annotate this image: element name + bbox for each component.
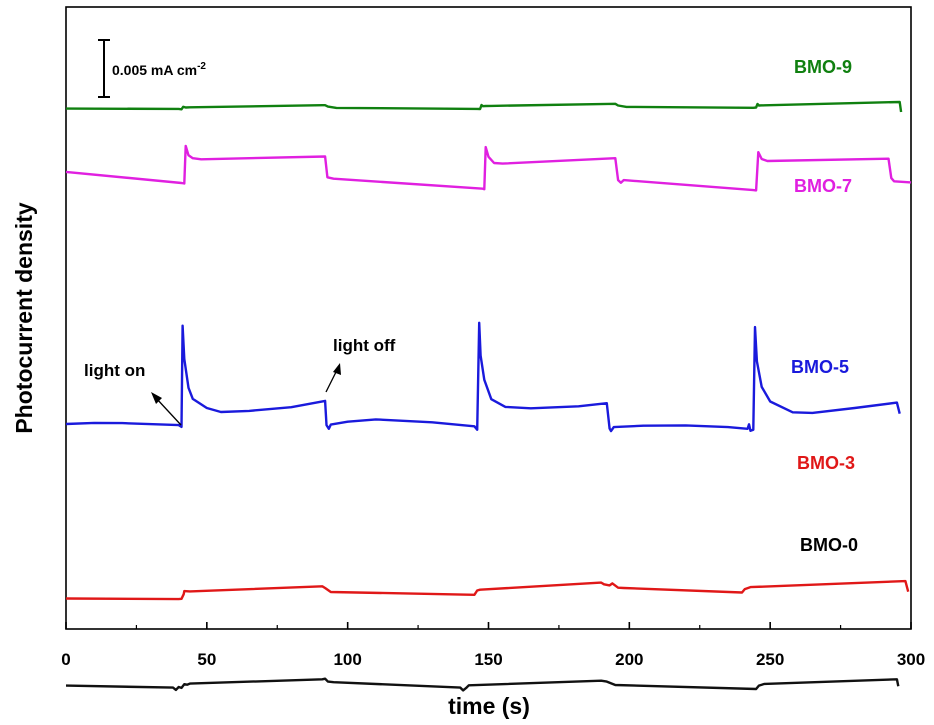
x-tick-label-0: 0 (61, 650, 70, 669)
arrow-light-on (151, 392, 182, 426)
x-tick-label-100: 100 (333, 650, 361, 669)
arrow-light-off (325, 363, 341, 393)
series-line-bmo-7 (65, 144, 912, 192)
series-curves (65, 100, 912, 692)
x-tick-label-150: 150 (474, 650, 502, 669)
series-label-bmo-5: BMO-5 (791, 357, 849, 377)
x-tick-label-250: 250 (756, 650, 784, 669)
x-tick-label-200: 200 (615, 650, 643, 669)
series-label-bmo-9: BMO-9 (794, 57, 852, 77)
scale-bar: 0.005 mA cm-2 (98, 39, 206, 98)
series-line-bmo-5 (65, 321, 901, 433)
series-label-bmo-3: BMO-3 (797, 453, 855, 473)
x-axis-title: time (s) (448, 693, 530, 719)
scale-bar-label: 0.005 mA cm-2 (112, 61, 206, 78)
series-line-bmo-9 (65, 100, 903, 113)
series-label-bmo-7: BMO-7 (794, 176, 852, 196)
annotation-light-on: light on (84, 361, 145, 380)
x-axis-ticks: 0 50 100 150 200 250 300 (61, 622, 925, 669)
annotation-light-off: light off (333, 336, 396, 355)
x-tick-label-300: 300 (897, 650, 925, 669)
series-label-bmo-0: BMO-0 (800, 535, 858, 555)
x-tick-label-50: 50 (197, 650, 216, 669)
series-line-bmo-3 (65, 579, 910, 601)
series-line-bmo-0 (65, 677, 900, 692)
plot-frame (65, 6, 912, 630)
y-axis-title: Photocurrent density (11, 202, 37, 434)
